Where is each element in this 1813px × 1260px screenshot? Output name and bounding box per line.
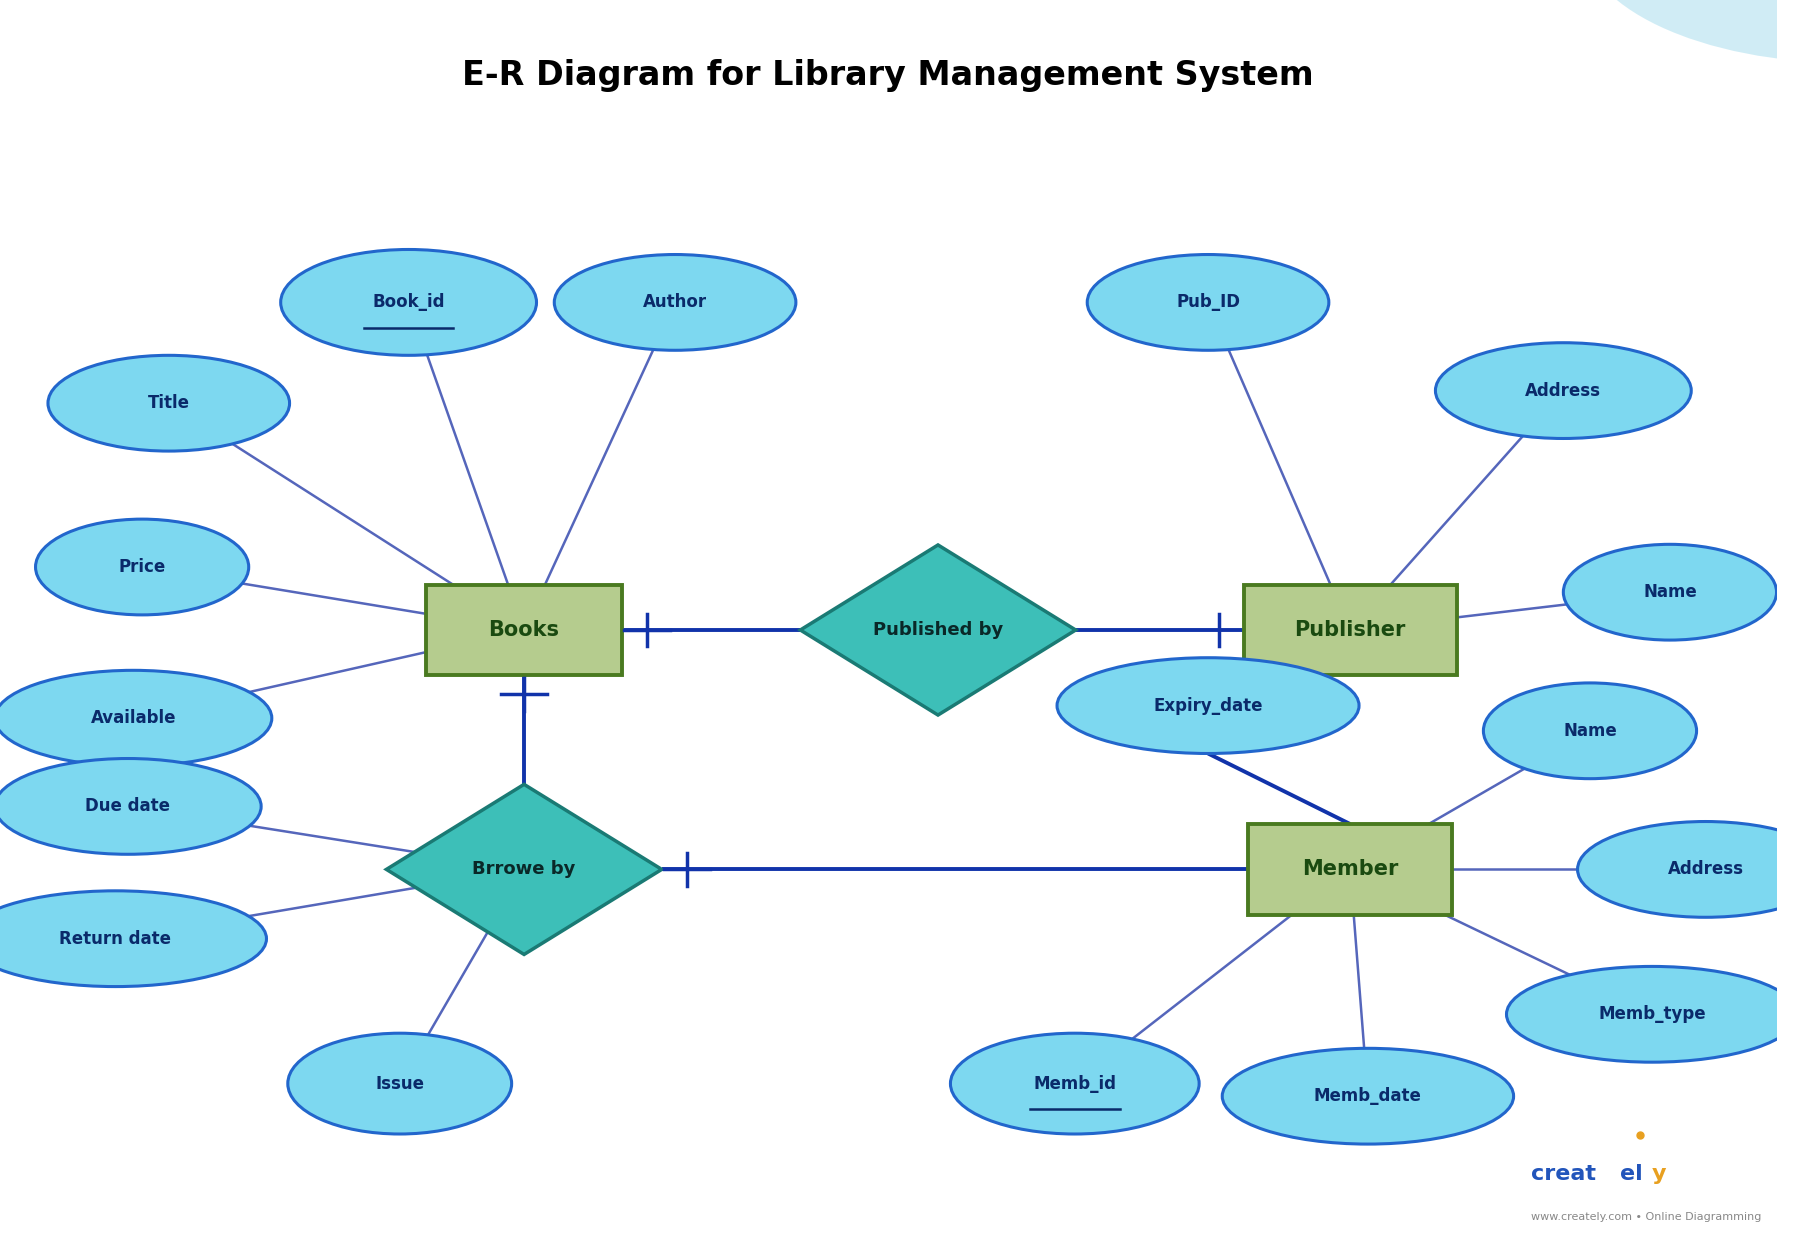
- Text: el: el: [1621, 1164, 1643, 1184]
- Text: Book_id: Book_id: [372, 294, 444, 311]
- FancyBboxPatch shape: [1247, 824, 1452, 915]
- Text: Available: Available: [91, 709, 176, 727]
- Text: Address: Address: [1525, 382, 1601, 399]
- Ellipse shape: [1507, 966, 1798, 1062]
- Ellipse shape: [950, 1033, 1198, 1134]
- Text: Expiry_date: Expiry_date: [1153, 697, 1264, 714]
- Ellipse shape: [1563, 544, 1777, 640]
- Ellipse shape: [1577, 822, 1813, 917]
- Ellipse shape: [0, 891, 267, 987]
- Ellipse shape: [0, 759, 261, 854]
- FancyBboxPatch shape: [426, 585, 622, 675]
- Ellipse shape: [1483, 683, 1697, 779]
- Text: www.creately.com • Online Diagramming: www.creately.com • Online Diagramming: [1532, 1212, 1762, 1222]
- Ellipse shape: [36, 519, 248, 615]
- Ellipse shape: [1057, 658, 1360, 753]
- Ellipse shape: [47, 355, 290, 451]
- Ellipse shape: [1581, 0, 1813, 63]
- Ellipse shape: [0, 670, 272, 766]
- Polygon shape: [800, 544, 1075, 714]
- Text: Author: Author: [644, 294, 707, 311]
- Text: Name: Name: [1563, 722, 1617, 740]
- Text: creat: creat: [1532, 1164, 1597, 1184]
- Text: Issue: Issue: [375, 1075, 424, 1092]
- Polygon shape: [386, 784, 662, 955]
- Text: y: y: [1652, 1164, 1666, 1184]
- Text: Brrowe by: Brrowe by: [473, 861, 577, 878]
- Ellipse shape: [281, 249, 537, 355]
- Text: Publisher: Publisher: [1294, 620, 1405, 640]
- Text: Due date: Due date: [85, 798, 170, 815]
- Text: Published by: Published by: [872, 621, 1003, 639]
- Text: Books: Books: [488, 620, 560, 640]
- Text: Address: Address: [1668, 861, 1744, 878]
- Text: Member: Member: [1302, 859, 1398, 879]
- Ellipse shape: [555, 255, 796, 350]
- Text: Memb_id: Memb_id: [1033, 1075, 1117, 1092]
- Text: Pub_ID: Pub_ID: [1177, 294, 1240, 311]
- Text: E-R Diagram for Library Management System: E-R Diagram for Library Management Syste…: [462, 59, 1314, 92]
- Ellipse shape: [288, 1033, 511, 1134]
- Ellipse shape: [1436, 343, 1692, 438]
- Ellipse shape: [1088, 255, 1329, 350]
- FancyBboxPatch shape: [1244, 585, 1458, 675]
- Text: Memb_date: Memb_date: [1314, 1087, 1421, 1105]
- Text: Memb_type: Memb_type: [1599, 1005, 1706, 1023]
- Text: Title: Title: [149, 394, 190, 412]
- Text: Name: Name: [1643, 583, 1697, 601]
- Text: Price: Price: [118, 558, 165, 576]
- Text: Return date: Return date: [60, 930, 172, 948]
- Ellipse shape: [1222, 1048, 1514, 1144]
